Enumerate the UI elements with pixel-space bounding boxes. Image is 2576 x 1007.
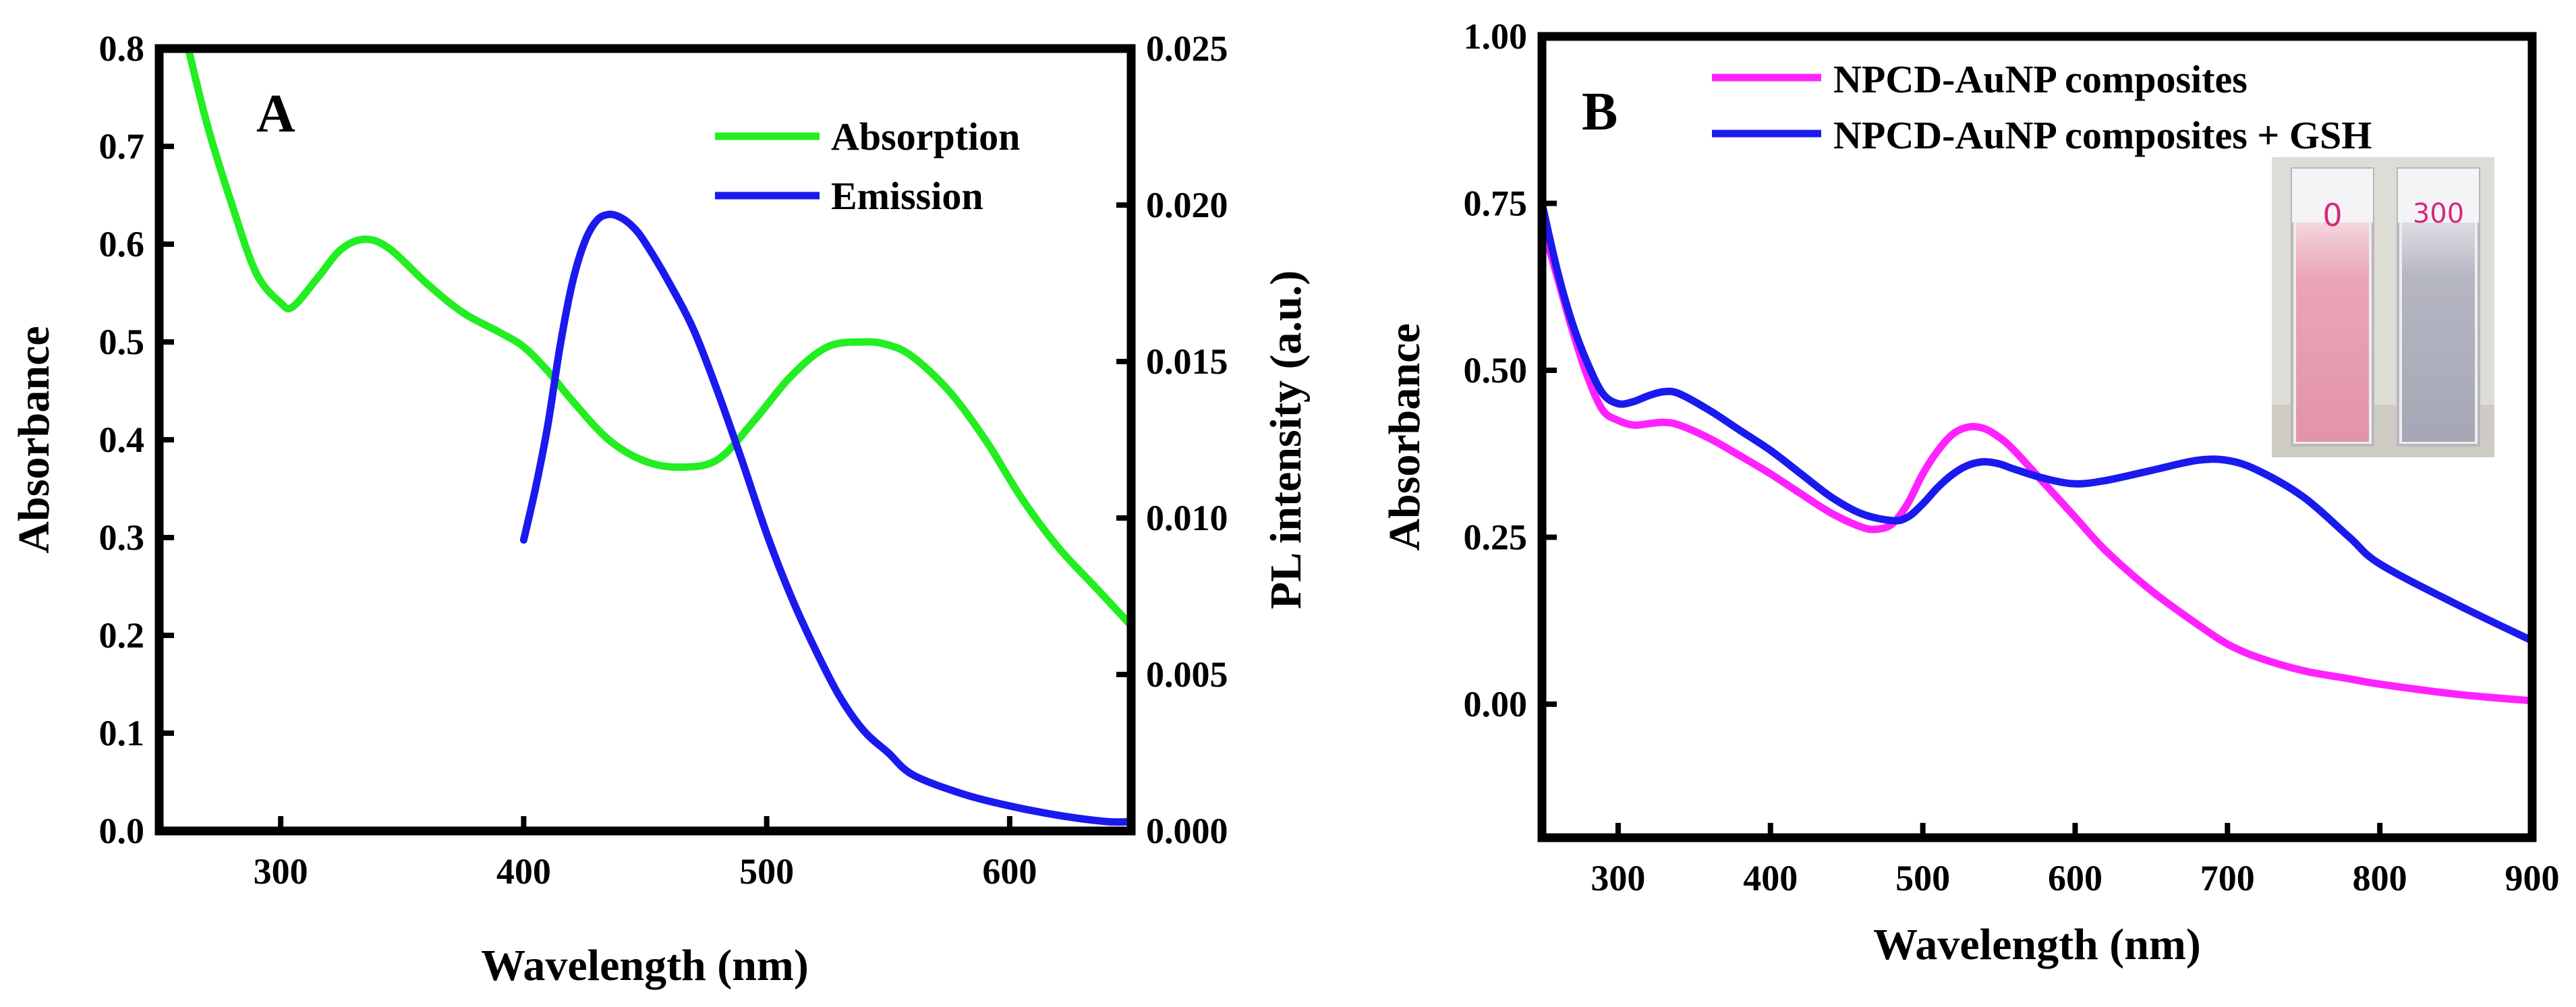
y-tick-label: 0.0	[99, 811, 145, 851]
y2-tick-label: 0.020	[1146, 185, 1228, 225]
y2-tick-label: 0.025	[1146, 28, 1228, 69]
y-tick-label: 0.75	[1464, 183, 1528, 224]
series-line-npcd-aunp-composites	[1542, 219, 2532, 705]
cuvette-left-label: 0	[2322, 197, 2342, 233]
x-tick-label: 500	[739, 851, 794, 892]
panel-b-legend: NPCD-AuNP composites NPCD-AuNP composite…	[1712, 57, 2372, 157]
panel-a-letter: A	[256, 84, 295, 144]
panel-b: 300 400 500 600 700 800 900 0.00 0.25 0.50 0.75 1.0…	[1380, 16, 2560, 969]
y-tick-label: 0.6	[99, 224, 145, 264]
cuvette-right-solution	[2402, 223, 2475, 442]
y-tick-label: 0.25	[1464, 517, 1528, 558]
cuvette-right-cap	[2398, 169, 2479, 223]
y2-tick-label: 0.000	[1146, 811, 1228, 851]
x-tick-label: 800	[2353, 858, 2407, 898]
panel-a-legend: Absorption Emission	[715, 115, 1020, 218]
panel-b-x-axis-title: Wavelength (nm)	[1873, 920, 2201, 969]
panel-a-x-axis-title: Wavelength (nm)	[481, 941, 809, 990]
x-tick-label: 600	[982, 851, 1037, 892]
y-tick-label: 0.2	[99, 615, 145, 656]
panel-a: 300 400 500 600 0.0 0.1 0.2 0.3 0.4 0.5 0.6 0.7 0.8 0…	[9, 28, 1311, 990]
x-tick-label: 400	[496, 851, 551, 892]
y2-tick-label: 0.005	[1146, 654, 1228, 695]
x-tick-label: 400	[1743, 858, 1798, 898]
x-tick-label: 300	[254, 851, 308, 892]
series-line-emission	[519, 210, 1131, 826]
panel-b-letter: B	[1582, 82, 1618, 142]
cuvette-left-solution	[2296, 223, 2369, 442]
panel-a-y2-axis-title: PL intensity (a.u.)	[1261, 270, 1311, 609]
x-tick-label: 500	[1895, 858, 1950, 898]
cuvette-right-label: 300	[2413, 198, 2464, 229]
panel-a-series	[184, 49, 1131, 826]
y-tick-label: 0.3	[99, 517, 145, 558]
y-tick-label: 0.5	[99, 322, 145, 362]
y-tick-label: 0.1	[99, 713, 145, 753]
cuvette-left-cap	[2292, 169, 2373, 223]
y2-tick-label: 0.015	[1146, 341, 1228, 382]
panel-b-ticks: 300 400 500 600 700 800 900 0.00 0.25 0.50 0.75 1.0…	[1464, 16, 2560, 898]
panel-a-frame	[154, 44, 1136, 836]
panel-a-ticks: 300 400 500 600 0.0 0.1 0.2 0.3 0.4 0.5 0.6 0.7 0.8 0…	[99, 28, 1228, 892]
legend-label-absorption: Absorption	[831, 115, 1020, 159]
y-tick-label: 0.50	[1464, 350, 1528, 391]
series-line-absorption	[184, 49, 1131, 629]
legend-label-emission: Emission	[831, 174, 983, 218]
y-tick-label: 0.8	[99, 28, 145, 69]
y2-tick-label: 0.010	[1146, 498, 1228, 538]
y-tick-label: 1.00	[1464, 16, 1528, 57]
legend-label-npcd-aunp: NPCD-AuNP composites	[1833, 57, 2248, 101]
y-tick-label: 0.00	[1464, 684, 1528, 724]
x-tick-label: 300	[1591, 858, 1645, 898]
cuvette-photo-inset: 0 300	[2272, 157, 2494, 457]
x-tick-label: 900	[2505, 858, 2560, 898]
panel-a-y-axis-title: Absorbance	[9, 326, 59, 553]
panel-b-frame	[1537, 32, 2537, 842]
x-tick-label: 600	[2048, 858, 2102, 898]
panel-b-series	[1542, 200, 2532, 705]
x-tick-label: 700	[2200, 858, 2255, 898]
series-line-npcd-aunp-composites-gsh	[1542, 200, 2532, 645]
y-tick-label: 0.4	[99, 420, 145, 460]
y-tick-label: 0.7	[99, 126, 145, 167]
legend-label-npcd-aunp-gsh: NPCD-AuNP composites + GSH	[1833, 113, 2372, 157]
panel-b-y-axis-title: Absorbance	[1380, 323, 1429, 550]
